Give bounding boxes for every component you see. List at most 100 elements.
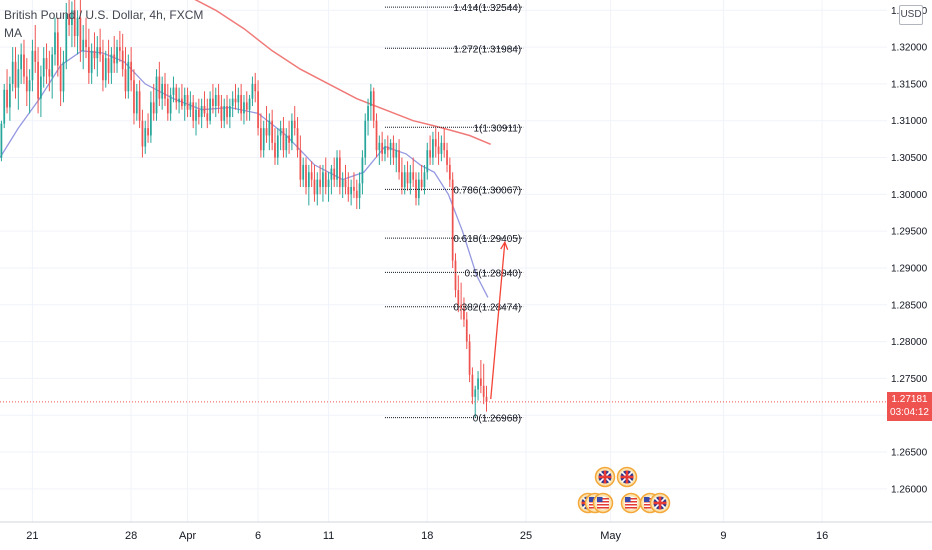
candle-body [237, 94, 240, 103]
candle-body [454, 260, 457, 291]
candle-body [0, 123, 3, 158]
us-event-icon[interactable] [620, 492, 642, 514]
symbol-title[interactable]: British Pound / U.S. Dollar, 4h, FXCM [4, 8, 204, 22]
fib-label: 0(1.26968) [473, 414, 521, 425]
candle-body [310, 172, 313, 180]
candle-body [42, 58, 45, 77]
candle-body [316, 179, 319, 195]
candle-body [82, 39, 85, 51]
candle-body [451, 179, 454, 261]
candle-body [141, 120, 144, 147]
flag-stripe [625, 504, 637, 506]
candle-body [406, 172, 409, 184]
candle-body [59, 65, 62, 92]
currency-button[interactable]: USD [899, 5, 923, 25]
x-axis[interactable]: 21 28 Apr 6 11 18 25 May 9 16 [0, 521, 932, 550]
y-tick-label: 1.31000 [891, 116, 928, 127]
x-tick-label: 11 [323, 530, 334, 542]
candle-body [228, 106, 231, 118]
fib-label: 0.618(1.29405) [453, 234, 521, 245]
candle-body [200, 106, 203, 118]
last-price-tag: 1.27181 03:04:12 [887, 392, 932, 421]
candle-body [102, 54, 104, 81]
y-tick-label: 1.31500 [891, 79, 928, 90]
bar-countdown: 03:04:12 [890, 407, 929, 418]
flag-stripe [644, 498, 656, 500]
candle-body [107, 58, 110, 73]
candle-body [257, 91, 259, 129]
candle-body [90, 50, 93, 73]
candle-body [420, 179, 423, 188]
projection-arrow [490, 240, 509, 400]
economic-events[interactable] [577, 466, 671, 514]
candle-body [195, 109, 197, 121]
candle-body [479, 378, 482, 386]
candle-body [358, 183, 361, 199]
candle-body [212, 98, 214, 107]
candle-body [344, 179, 347, 188]
candle-body [319, 179, 321, 188]
fibonacci-levels: 1.414(1.32544) 1.272(1.31984) 1(1.30911) 0.… [384, 3, 524, 425]
candle-body [104, 58, 107, 81]
candle-body [20, 54, 23, 70]
candle-body [25, 76, 28, 92]
x-tick-label: 6 [255, 530, 261, 542]
indicator-label[interactable]: MA [4, 26, 22, 40]
candle-body [54, 32, 56, 55]
candle-body [181, 98, 183, 107]
y-axis[interactable]: 1.260001.265001.270001.275001.280001.285… [887, 0, 932, 550]
candle-body [355, 190, 358, 199]
x-tick-label: 21 [26, 530, 38, 542]
uk-event-icon[interactable] [594, 466, 616, 488]
candle-body [178, 98, 180, 103]
candle-body [166, 98, 169, 114]
candle-body [271, 120, 274, 143]
candle-body [116, 47, 118, 64]
ma-short-path [0, 50, 489, 298]
candle-body [31, 50, 34, 81]
candle-body [11, 61, 14, 84]
candle-body [276, 135, 279, 158]
candle-body [251, 83, 254, 99]
chart-legend: British Pound / U.S. Dollar, 4h, FXCM MA [4, 6, 203, 42]
candle-body [124, 69, 127, 92]
candle-body [186, 94, 189, 110]
candle-body [384, 146, 386, 154]
candle-body [234, 98, 237, 103]
candle-body [243, 102, 245, 114]
candle-body [130, 61, 133, 81]
us-event-icon[interactable] [592, 492, 614, 514]
candle-body [293, 120, 296, 129]
grid [0, 0, 887, 522]
candle-body [231, 98, 234, 107]
candle-body [110, 54, 113, 73]
candle-body [313, 179, 316, 195]
fib-label: 0.382(1.28474) [453, 303, 521, 314]
candle-body [175, 87, 178, 103]
candle-body [87, 47, 90, 73]
candle-body [386, 146, 389, 151]
y-tick-label: 1.28000 [891, 337, 928, 348]
flag-stripe [625, 501, 637, 503]
candle-body [99, 47, 101, 55]
candle-body [220, 106, 223, 121]
candle-body [378, 142, 381, 151]
flag-stripe [597, 504, 609, 506]
candle-body [364, 120, 367, 158]
uk-event-icon[interactable] [649, 492, 671, 514]
candle-body [203, 106, 206, 114]
flag-canton [644, 497, 650, 502]
candle-body [144, 128, 147, 147]
candle-body [56, 32, 59, 66]
candle-body [434, 139, 437, 147]
candle-body [245, 102, 248, 110]
candle-body [392, 142, 395, 158]
candle-body [468, 341, 471, 375]
arrow-shaft [490, 242, 506, 400]
uk-event-icon[interactable] [616, 466, 638, 488]
candle-body [71, 10, 73, 26]
candle-body [197, 109, 200, 118]
flag-stripe [625, 507, 637, 509]
